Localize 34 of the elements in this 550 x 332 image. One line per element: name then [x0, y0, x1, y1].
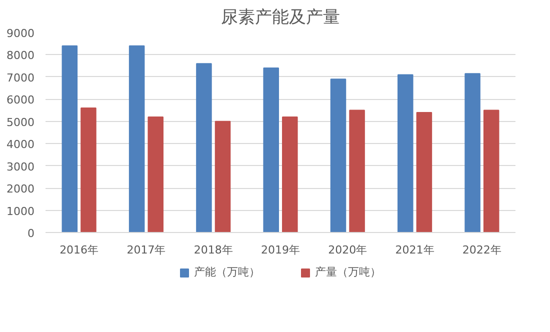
- bar: [196, 63, 212, 232]
- x-tick-label: 2020年: [328, 244, 368, 256]
- y-tick-label: 3000: [6, 160, 35, 174]
- x-tick-label: 2019年: [261, 244, 300, 256]
- x-tick-label: 2021年: [395, 244, 434, 256]
- bar: [62, 45, 78, 232]
- y-tick-label: 6000: [6, 94, 35, 107]
- bar: [483, 110, 500, 232]
- bar: [148, 116, 164, 232]
- x-tick-label: 2018年: [194, 244, 233, 256]
- legend-label: 产量（万吨）: [315, 264, 381, 280]
- y-tick-label: 2000: [6, 182, 35, 196]
- y-tick-label: 8000: [6, 49, 35, 62]
- bar: [464, 73, 480, 232]
- x-tick-label: 2017年: [126, 244, 166, 256]
- y-tick-label: 9000: [6, 27, 35, 40]
- bar: [128, 45, 145, 232]
- bar: [282, 116, 298, 232]
- x-tick-label: 2022年: [462, 244, 502, 256]
- legend-label: 产能（万吨）: [194, 264, 260, 280]
- bar: [330, 78, 346, 232]
- x-tick-label: 2016年: [60, 244, 99, 256]
- chart-title: 尿素产能及产量: [221, 8, 340, 28]
- y-tick-label: 4000: [6, 138, 35, 152]
- bar: [80, 108, 96, 232]
- bar: [263, 68, 279, 232]
- y-tick-label: 5000: [6, 116, 35, 129]
- y-tick-label: 0: [28, 227, 34, 240]
- bar: [349, 110, 365, 232]
- bar: [398, 74, 414, 232]
- y-tick-label: 1000: [6, 204, 35, 218]
- bar: [214, 120, 231, 232]
- y-tick-label: 7000: [6, 71, 35, 84]
- bar: [416, 112, 432, 232]
